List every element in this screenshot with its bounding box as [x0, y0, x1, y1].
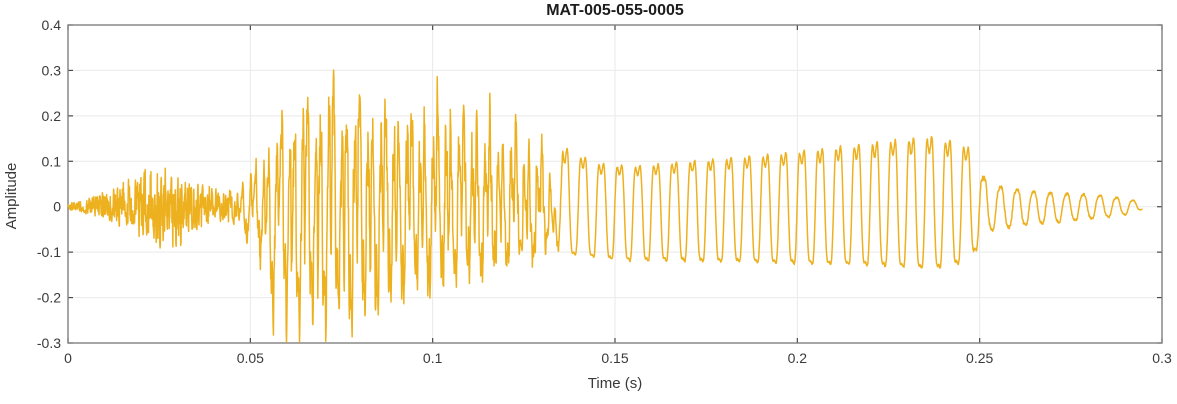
y-tick-label: 0 — [53, 199, 61, 215]
x-tick-label: 0.05 — [237, 350, 264, 366]
x-tick-label: 0.2 — [788, 350, 808, 366]
y-tick-label: 0.3 — [42, 62, 62, 78]
x-tick-label: 0.3 — [1152, 350, 1172, 366]
y-tick-label: 0.1 — [42, 153, 62, 169]
axes-box — [67, 24, 1163, 344]
waveform-line — [67, 69, 1143, 343]
x-tick-label: 0.25 — [966, 350, 993, 366]
y-tick-label: 0.2 — [42, 108, 62, 124]
chart-title: MAT-005-055-0005 — [546, 2, 684, 19]
y-tick-label: 0.4 — [42, 17, 62, 33]
y-tick-label: -0.2 — [37, 290, 61, 306]
y-tick-label: -0.3 — [37, 335, 61, 351]
x-tick-label: 0 — [64, 350, 72, 366]
x-axis-label: Time (s) — [587, 375, 643, 392]
x-tick-label: 0.15 — [601, 350, 628, 366]
y-tick-label: -0.1 — [37, 244, 61, 260]
x-tick-label: 0.1 — [423, 350, 443, 366]
